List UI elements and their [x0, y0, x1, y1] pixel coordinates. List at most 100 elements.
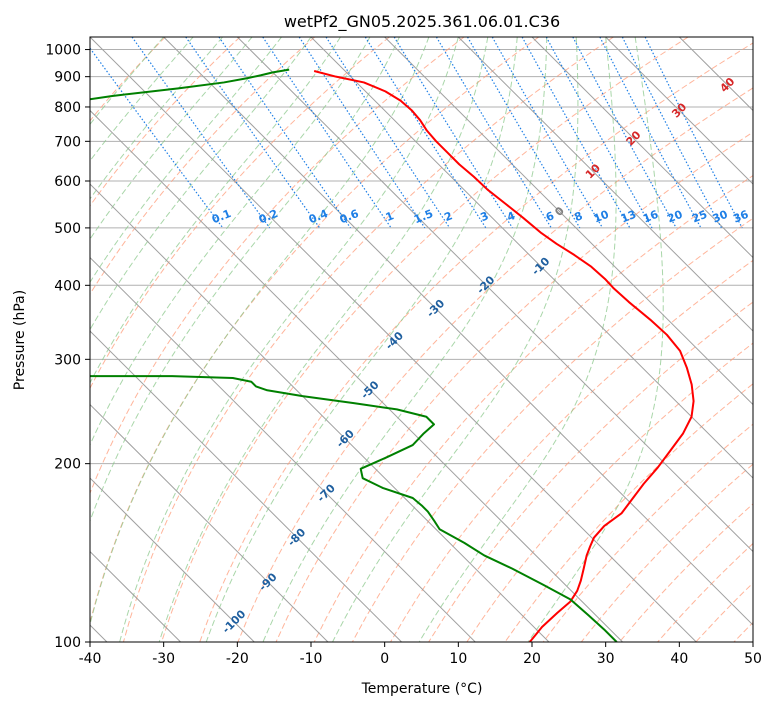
dry-adiabat-line — [90, 37, 241, 207]
mixing-ratio-label: 13 — [619, 208, 638, 226]
dry-adiabat-line — [504, 383, 753, 642]
dry-adiabat-line — [161, 37, 689, 642]
mixing-ratio-line — [621, 37, 722, 229]
mixing-ratio-line — [131, 37, 271, 229]
isotherm-line — [236, 37, 753, 553]
moist-adiabat-line — [90, 37, 282, 284]
isotherm-line — [90, 109, 623, 642]
y-tick-label: 800 — [54, 100, 81, 116]
dry-adiabat-line — [466, 342, 753, 642]
x-tick-label: -20 — [226, 651, 249, 667]
temperature-profile — [313, 70, 695, 642]
dry-adiabat-line — [90, 37, 316, 296]
moist-adiabat-line — [90, 37, 430, 627]
y-tick-label: 200 — [54, 457, 81, 473]
dewpoint-profile — [90, 68, 290, 101]
mixing-ratio-label: 10 — [592, 208, 611, 226]
isotherm-line — [163, 37, 753, 626]
moist-adiabat-line — [418, 37, 617, 642]
dry-adiabat-line — [122, 37, 614, 642]
dry-adiabat-line — [695, 582, 753, 642]
x-tick-label: 0 — [380, 651, 389, 667]
dry-adiabat-line — [90, 37, 540, 625]
isotherm-line — [90, 183, 550, 642]
mixing-ratio-label: 0.4 — [307, 207, 330, 226]
y-axis-label: Pressure (hPa) — [12, 290, 28, 390]
mixing-ratio-line — [435, 37, 552, 229]
isotherm-line — [752, 37, 753, 38]
mixing-ratio-label: 25 — [690, 208, 709, 226]
isotherm-line — [90, 330, 402, 642]
y-tick-label: 100 — [54, 635, 81, 651]
mixing-ratio-line — [572, 37, 677, 229]
y-tick-label: 1000 — [45, 43, 81, 59]
dry-adiabat-line — [90, 37, 390, 390]
dry-adiabat-line — [275, 131, 753, 642]
mixing-ratio-line — [599, 37, 702, 229]
dry-adiabat-line — [657, 542, 753, 642]
x-tick-label: 10 — [449, 651, 467, 667]
isotherm-line — [310, 37, 753, 479]
mixing-ratio-line — [262, 37, 392, 229]
isotherm-line — [457, 37, 753, 332]
chart-title: wetPf2_GN05.2025.361.06.01.C36 — [284, 12, 560, 32]
x-axis: -40 -30 -20 -10 0 10 20 30 40 50 — [79, 642, 762, 667]
x-tick-label: 50 — [744, 651, 762, 667]
y-tick-label: 900 — [54, 70, 81, 86]
x-tick-label: 20 — [523, 651, 541, 667]
y-tick-label: 700 — [54, 134, 81, 150]
mixing-ratio-line — [521, 37, 631, 229]
plot-area: -100-90-80-70-60-50-40-30-20-10010203040… — [90, 37, 753, 642]
x-axis-label: Temperature (°C) — [361, 681, 483, 697]
y-axis: 100 200 300 400 500 600 700 800 900 1000 — [45, 43, 90, 651]
y-tick-label: 300 — [54, 352, 81, 368]
mixing-ratio-label: 0.1 — [210, 207, 233, 226]
mixing-ratio-label: 3 — [479, 209, 491, 224]
mixing-ratio-line — [90, 47, 224, 229]
mixing-ratio-label: 1 — [384, 209, 396, 224]
mixing-ratio-line — [364, 37, 487, 229]
x-tick-label: -40 — [79, 651, 102, 667]
isotherm-line — [531, 37, 753, 259]
moist-adiabat-line — [90, 37, 165, 126]
moist-adiabat-line — [262, 37, 548, 642]
moist-adiabat-line — [90, 37, 400, 523]
mixing-ratio-label: 1.5 — [412, 207, 435, 226]
x-tick-label: -30 — [152, 651, 175, 667]
isotherm-line — [90, 37, 697, 642]
dry-adiabat-line — [390, 259, 753, 642]
mixing-ratio-line — [393, 37, 513, 229]
moist-adiabat-line — [119, 37, 459, 642]
mixing-ratio-line — [185, 37, 321, 229]
moist-adiabat-line — [90, 37, 341, 384]
dewpoint-profile — [90, 375, 618, 642]
dry-adiabat-line — [351, 217, 753, 642]
mixing-ratio-line — [644, 37, 743, 229]
isotherm-line — [90, 403, 329, 642]
moist-adiabat-line — [90, 37, 253, 240]
y-tick-label: 400 — [54, 278, 81, 294]
mixing-ratio-line — [298, 37, 426, 229]
moist-adiabat-line — [332, 37, 579, 642]
moist-adiabat-line — [527, 37, 664, 642]
moist-adiabat-line — [90, 37, 194, 162]
isotherm-line — [384, 37, 753, 406]
x-tick-label: 40 — [670, 651, 688, 667]
dry-adiabat-line — [428, 301, 753, 642]
y-tick-label: 600 — [54, 174, 81, 190]
mixing-ratio-label: 16 — [641, 208, 660, 226]
mixing-ratio-line — [466, 37, 581, 229]
mixing-ratio-line — [325, 37, 451, 229]
mixing-ratio-line — [218, 37, 351, 229]
dry-adiabat-line — [733, 621, 753, 642]
isotherm-line — [678, 37, 753, 112]
mixing-ratio-line — [545, 37, 653, 229]
mixing-ratio-label: 30 — [711, 208, 730, 226]
isotherm-line — [605, 37, 753, 185]
y-tick-label: 500 — [54, 221, 81, 237]
plot-frame — [89, 36, 754, 643]
dry-adiabat-line — [313, 174, 753, 642]
x-tick-label: -10 — [300, 651, 323, 667]
